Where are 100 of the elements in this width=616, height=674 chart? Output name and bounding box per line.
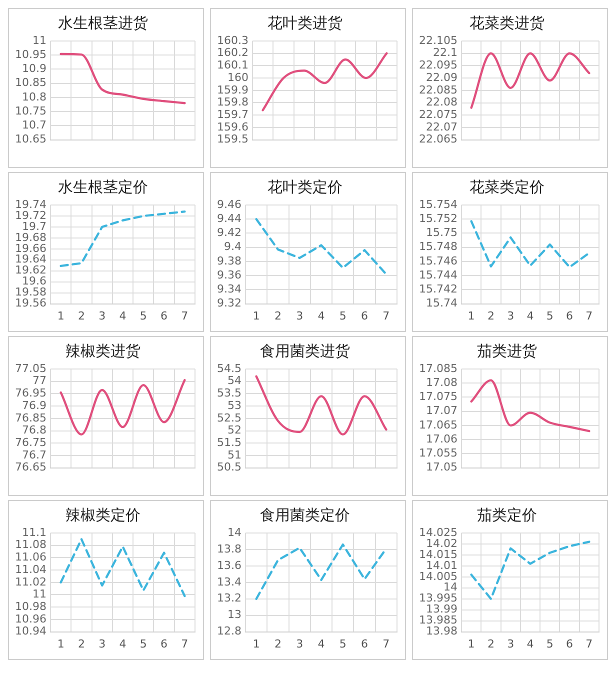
y-tick-label: 22.105 <box>418 34 458 47</box>
x-tick-label: 1 <box>57 309 64 322</box>
line-series <box>255 543 388 600</box>
chart-title: 花菜类进货 <box>470 14 544 32</box>
y-tick-label: 11.04 <box>14 562 46 576</box>
y-tick-label: 76.85 <box>14 411 46 424</box>
y-tick-label: 13.4 <box>216 575 242 588</box>
x-tick-label: 7 <box>586 309 593 322</box>
x-tick-label: 3 <box>296 637 304 650</box>
x-tick-label: 1 <box>57 637 64 650</box>
y-tick-label: 54 <box>227 374 242 388</box>
y-tick-label: 9.46 <box>216 198 242 211</box>
x-tick-label: 4 <box>318 309 325 322</box>
y-tick-label: 13.98 <box>426 624 458 638</box>
y-tick-label: 12.8 <box>216 624 242 638</box>
y-tick-label: 11.06 <box>14 550 46 564</box>
y-tick-label: 160.3 <box>216 34 248 47</box>
x-tick-label: 2 <box>78 637 85 650</box>
y-tick-label: 10.7 <box>22 118 46 132</box>
y-tick-label: 52.5 <box>216 411 242 424</box>
chart-title: 食用菌类定价 <box>260 506 350 524</box>
x-tick-label: 7 <box>181 637 188 650</box>
line-series <box>470 379 590 432</box>
chart-title: 水生根茎进货 <box>58 14 148 32</box>
y-tick-label: 14.01 <box>426 558 458 572</box>
y-tick-label: 77.05 <box>14 362 46 375</box>
y-tick-label: 19.66 <box>14 242 46 255</box>
y-tick-label: 9.32 <box>216 296 242 310</box>
y-tick-label: 11.08 <box>14 538 46 552</box>
x-tick-label: 6 <box>361 637 368 650</box>
y-tick-label: 159.9 <box>216 83 248 96</box>
y-tick-label: 14.015 <box>418 548 458 561</box>
y-tick-label: 15.742 <box>418 282 458 296</box>
y-tick-label: 159.5 <box>216 132 248 146</box>
y-tick-label: 10.94 <box>14 624 46 638</box>
y-tick-label: 17.07 <box>426 404 458 418</box>
x-tick-label: 6 <box>160 637 168 650</box>
y-tick-label: 13.6 <box>216 558 242 572</box>
y-tick-label: 22.09 <box>426 70 458 84</box>
x-tick-label: 1 <box>252 637 260 650</box>
y-tick-label: 9.34 <box>216 282 242 296</box>
y-tick-label: 159.6 <box>216 120 248 134</box>
y-tick-label: 54.5 <box>216 362 242 375</box>
x-tick-label: 5 <box>140 637 147 650</box>
line-series <box>255 218 388 276</box>
y-tick-label: 9.36 <box>216 268 242 282</box>
y-tick-label: 15.75 <box>426 226 458 240</box>
y-tick-label: 76.65 <box>14 460 46 474</box>
y-tick-label: 10.65 <box>14 132 46 146</box>
line-series <box>470 52 590 109</box>
y-tick-label: 51.5 <box>216 436 242 449</box>
y-tick-label: 22.065 <box>418 132 458 146</box>
y-tick-label: 19.7 <box>22 220 46 233</box>
x-tick-label: 1 <box>252 309 260 322</box>
y-tick-label: 17.075 <box>418 390 458 404</box>
y-tick-label: 17.085 <box>418 362 458 375</box>
y-tick-label: 19.56 <box>14 296 46 310</box>
line-series <box>60 52 186 104</box>
y-tick-label: 10.95 <box>14 48 46 61</box>
x-tick-label: 3 <box>507 309 514 322</box>
y-tick-label: 15.754 <box>418 198 458 211</box>
x-tick-label: 2 <box>274 637 282 650</box>
y-tick-label: 19.68 <box>14 230 46 244</box>
y-tick-label: 53.5 <box>216 386 242 400</box>
y-tick-label: 13.2 <box>216 592 242 605</box>
x-tick-label: 5 <box>140 309 147 322</box>
y-tick-label: 17.08 <box>426 376 458 389</box>
y-tick-label: 17.065 <box>418 418 458 432</box>
y-tick-label: 13.99 <box>426 602 458 616</box>
x-tick-label: 2 <box>78 309 85 322</box>
y-tick-label: 9.44 <box>216 212 242 225</box>
line-series <box>60 210 186 268</box>
y-tick-label: 15.744 <box>418 268 458 282</box>
line-series <box>60 538 186 598</box>
y-tick-label: 10.96 <box>14 612 46 626</box>
y-tick-label: 22.075 <box>418 108 458 121</box>
x-tick-label: 2 <box>487 637 494 650</box>
x-tick-label: 4 <box>119 637 126 650</box>
y-tick-label: 10.85 <box>14 76 46 90</box>
x-tick-label: 7 <box>382 309 390 322</box>
x-tick-label: 3 <box>296 309 304 322</box>
y-tick-label: 159.8 <box>216 96 248 109</box>
y-tick-label: 77 <box>32 374 46 388</box>
y-tick-label: 19.64 <box>14 252 46 266</box>
x-tick-label: 1 <box>468 637 475 650</box>
y-tick-label: 14 <box>227 526 242 539</box>
chart-title: 花菜类定价 <box>470 178 544 196</box>
y-tick-label: 22.095 <box>418 58 458 72</box>
y-tick-label: 50.5 <box>216 460 242 474</box>
y-tick-label: 14 <box>443 580 458 594</box>
line-series <box>255 375 388 436</box>
line-series <box>262 52 388 112</box>
y-tick-label: 19.74 <box>14 198 46 211</box>
y-tick-label: 17.05 <box>426 460 458 474</box>
y-tick-label: 17.06 <box>426 432 458 446</box>
y-tick-label: 10.8 <box>22 90 46 104</box>
y-tick-label: 51 <box>227 448 242 462</box>
y-tick-label: 19.58 <box>14 286 46 299</box>
line-series <box>60 379 186 436</box>
x-tick-label: 7 <box>382 637 390 650</box>
